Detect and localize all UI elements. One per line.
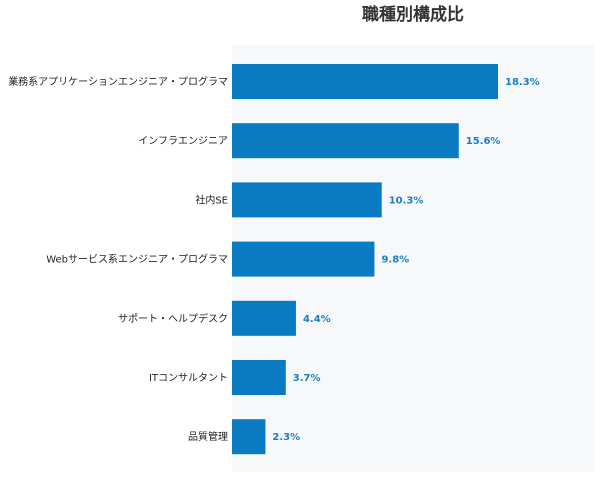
value-label: 3.7% xyxy=(293,373,321,384)
category-label: 社内SE xyxy=(195,193,228,206)
bar xyxy=(232,241,375,277)
bar xyxy=(232,123,459,159)
category-label: 業務系アプリケーションエンジニア・プログラマ xyxy=(8,75,228,88)
value-label: 9.8% xyxy=(381,255,409,266)
bar xyxy=(232,360,286,395)
bar xyxy=(232,300,296,336)
category-label: 品質管理 xyxy=(188,430,228,443)
bar xyxy=(232,182,382,218)
category-label: Webサービス系エンジニア・プログラマ xyxy=(46,253,228,266)
category-label: ITコンサルタント xyxy=(149,372,228,384)
value-label: 2.3% xyxy=(272,432,300,443)
bars-group: 業務系アプリケーションエンジニア・プログラマ 18.3% インフラエンジニア 15.6… xyxy=(8,64,540,455)
bar xyxy=(232,64,498,99)
category-label: インフラエンジニア xyxy=(138,135,228,147)
value-label: 4.4% xyxy=(303,314,331,325)
chart-title: 職種別構成比 xyxy=(362,4,464,25)
category-label: サポート・ヘルプデスク xyxy=(118,312,228,325)
value-label: 15.6% xyxy=(466,136,501,147)
bar xyxy=(232,419,266,455)
value-label: 18.3% xyxy=(505,77,540,88)
value-label: 10.3% xyxy=(389,195,424,206)
